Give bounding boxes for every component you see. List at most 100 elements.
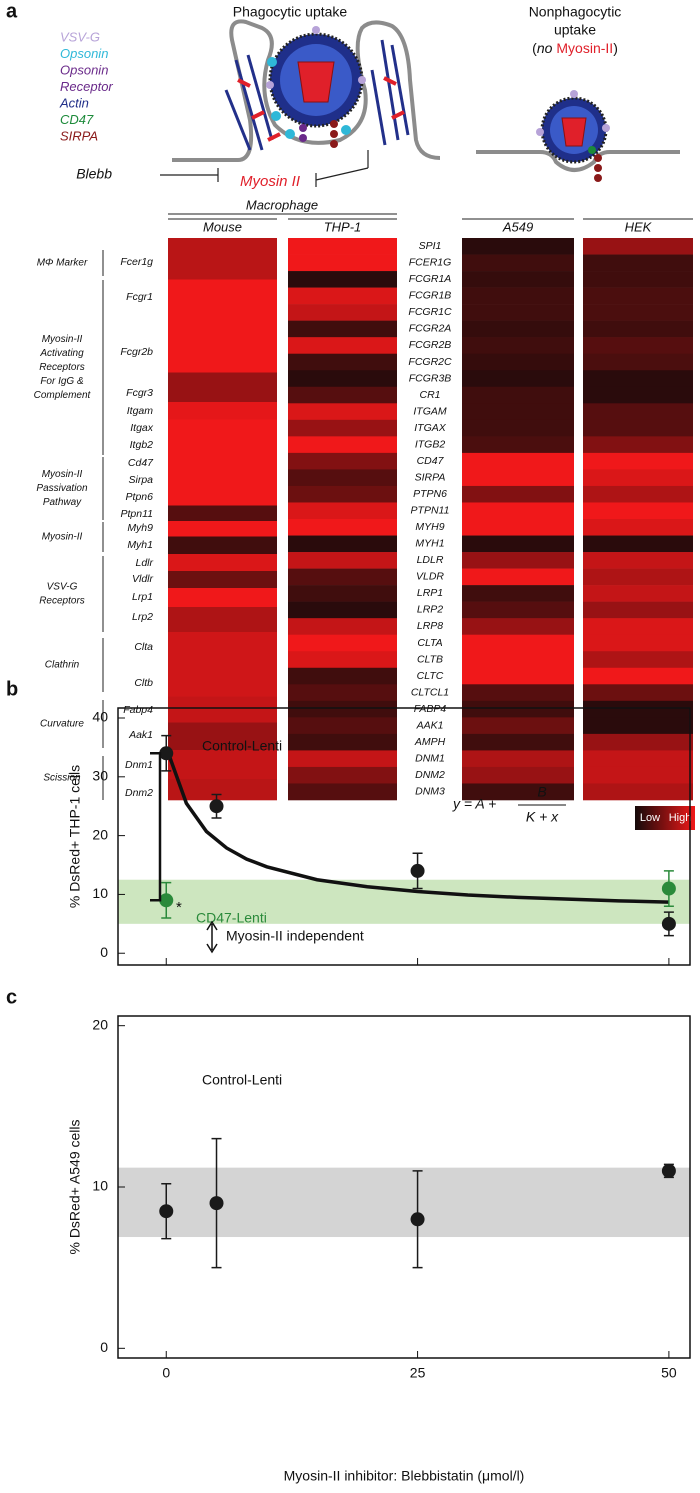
note-no: no [537, 40, 553, 56]
heat-cell [288, 320, 397, 338]
group-label: Activating [39, 348, 84, 359]
heat-cell [288, 766, 397, 784]
gene-label: Ldlr [135, 557, 153, 569]
heat-cell [462, 618, 574, 636]
significance: * [176, 899, 182, 916]
y-tick-label: 30 [92, 768, 108, 784]
gene-label: DNM3 [415, 786, 445, 798]
heat-cell [462, 733, 574, 751]
heat-cell [168, 279, 277, 325]
title-note: (no Myosin-II) [532, 40, 618, 56]
heat-cell [583, 238, 693, 255]
y-tick-label: 10 [92, 1178, 108, 1194]
y-tick-label: 20 [92, 826, 108, 842]
gene-label: FCER1G [409, 257, 452, 269]
heat-cell [288, 519, 397, 536]
heat-cell [288, 733, 397, 751]
heat-cell [168, 571, 277, 589]
gene-label: VLDR [416, 571, 444, 583]
heat-cell [168, 324, 277, 373]
heat-cell [288, 353, 397, 371]
equation: K + x [526, 809, 559, 825]
gene-label: Itgam [127, 405, 154, 417]
series-label: CD47-Lenti [196, 910, 267, 926]
group-label: Receptors [39, 596, 85, 607]
heat-cell [583, 568, 693, 586]
heat-cell [288, 717, 397, 735]
gene-label: LRP8 [417, 620, 443, 632]
gene-label: Fcer1g [120, 256, 153, 268]
heat-cell [462, 651, 574, 669]
heat-cell [583, 304, 693, 321]
point [661, 1163, 676, 1178]
heat-cell [288, 370, 397, 388]
heat-cell [288, 783, 397, 801]
heat-cell [583, 353, 693, 371]
heat-cell [462, 519, 574, 536]
heat-cell [462, 585, 574, 602]
heat-cell [288, 485, 397, 503]
scale-high: High [669, 812, 692, 824]
x-tick-label: 0 [162, 1365, 170, 1381]
legend-label: CD47 [60, 112, 94, 127]
heat-cell [462, 552, 574, 569]
heat-cell [462, 717, 574, 735]
gene-label: SPI1 [419, 240, 442, 252]
heat-cell [583, 287, 693, 305]
gene-label: FCGR3B [409, 372, 452, 384]
heat-cell [583, 700, 693, 718]
gene-label: Cd47 [128, 457, 154, 469]
heat-cell [168, 722, 277, 751]
heat-cell [288, 304, 397, 321]
gene-label: FCGR1A [409, 273, 452, 285]
heat-cell [583, 370, 693, 388]
heat-cell [583, 452, 693, 470]
gene-label: FCGR1C [408, 306, 452, 318]
gene-label: Dnm2 [125, 787, 153, 799]
gene-label: CLTC [417, 670, 444, 682]
heat-cell [462, 271, 574, 288]
heat-cell [462, 238, 574, 255]
heat-cell [288, 452, 397, 470]
point [661, 881, 676, 896]
y-axis-label: % DsRed+ THP-1 cells [67, 765, 83, 908]
gene-label: Clta [134, 641, 153, 653]
y-tick-label: 10 [92, 885, 108, 901]
fit-curve [164, 746, 669, 904]
heat-cell [583, 634, 693, 652]
point [159, 746, 174, 761]
heat-cell [583, 419, 693, 437]
heat-cell [583, 436, 693, 454]
panel-letter: b [6, 678, 18, 700]
heat-cell [168, 488, 277, 506]
heat-cell [462, 386, 574, 404]
heat-cell [462, 337, 574, 355]
myosin: Myosin II [240, 173, 300, 190]
x-tick-label: 25 [410, 1365, 426, 1381]
group-header: Macrophage [246, 197, 318, 212]
equation: y = A + [452, 796, 496, 812]
series-label: Control-Lenti [202, 1072, 282, 1088]
heat-cell [583, 601, 693, 619]
heat-cell [462, 287, 574, 305]
heat-cell [288, 403, 397, 421]
heat-cell [168, 750, 277, 780]
scale-bar [635, 806, 695, 830]
heat-cell [462, 766, 574, 784]
heat-cell [288, 684, 397, 702]
heat-cell [462, 601, 574, 619]
heat-cell [288, 502, 397, 520]
note-myosin: Myosin-II [556, 40, 613, 56]
heat-cell [288, 386, 397, 404]
heat-cell [462, 684, 574, 702]
panel-letter: c [6, 986, 17, 1008]
gene-label: LRP1 [417, 587, 443, 599]
gene-label: DNM2 [415, 769, 445, 781]
heat-cell [462, 452, 574, 470]
gene-label: Itgb2 [130, 439, 154, 451]
heat-cell [583, 337, 693, 355]
heat-cell [462, 634, 574, 652]
heat-cell [288, 568, 397, 586]
opsonins [266, 26, 610, 182]
heat-cell [288, 585, 397, 602]
